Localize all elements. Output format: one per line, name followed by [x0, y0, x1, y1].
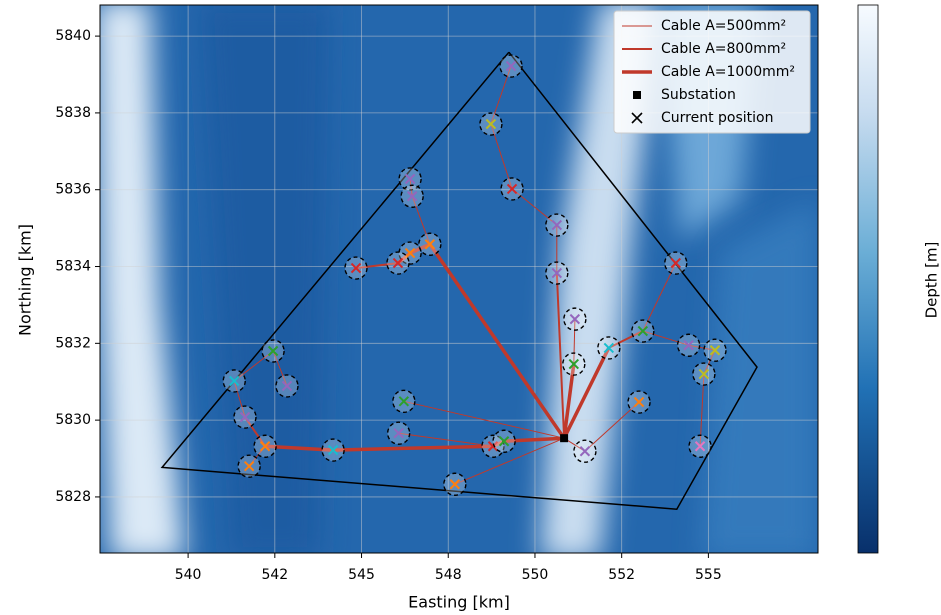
x-axis-label: Easting [km]: [408, 593, 510, 612]
x-tick-label: 555: [695, 567, 722, 583]
turbine: [563, 353, 585, 375]
y-tick-label: 5836: [55, 182, 91, 198]
turbine: [419, 233, 441, 255]
turbine: [493, 430, 515, 452]
turbine: [345, 257, 367, 279]
turbine: [546, 262, 568, 284]
x-tick-label: 540: [175, 567, 202, 583]
legend-label: Cable A=500mm²: [661, 18, 786, 34]
y-tick-label: 5838: [55, 105, 91, 121]
turbine: [564, 308, 586, 330]
x-tick-label: 545: [348, 567, 375, 583]
legend-swatch: [633, 91, 641, 99]
y-axis-label: Northing [km]: [16, 224, 35, 336]
turbine: [393, 390, 415, 412]
turbine: [387, 252, 409, 274]
turbine: [693, 363, 715, 385]
turbine: [500, 55, 522, 77]
turbine: [665, 252, 687, 274]
y-tick-label: 5834: [55, 259, 91, 275]
turbine: [401, 185, 423, 207]
turbine: [223, 370, 245, 392]
turbine: [598, 337, 620, 359]
legend-label: Substation: [661, 87, 736, 103]
y-tick-label: 5828: [55, 489, 91, 505]
legend: Cable A=500mm² Cable A=800mm² Cable A=1000…: [614, 11, 810, 133]
turbine: [501, 178, 523, 200]
y-tick-label: 5830: [55, 412, 91, 428]
turbine: [262, 340, 284, 362]
turbine: [322, 439, 344, 461]
turbine: [480, 113, 502, 135]
y-tick-label: 5840: [55, 28, 91, 44]
turbine: [689, 435, 711, 457]
turbine: [704, 339, 726, 361]
turbine: [276, 375, 298, 397]
turbine: [628, 391, 650, 413]
turbine: [234, 406, 256, 428]
x-tick-label: 542: [261, 567, 288, 583]
y-tick-label: 5832: [55, 335, 91, 351]
turbine: [388, 422, 410, 444]
colorbar-gradient: [858, 5, 878, 553]
turbine: [546, 214, 568, 236]
turbine: [574, 440, 596, 462]
substation: [560, 434, 568, 442]
turbine: [254, 435, 276, 457]
turbine: [632, 320, 654, 342]
colorbar: Depth [m]: [858, 5, 941, 553]
legend-label: Cable A=800mm²: [661, 41, 786, 57]
colorbar-label: Depth [m]: [923, 242, 941, 319]
x-tick-label: 548: [435, 567, 462, 583]
legend-label: Cable A=1000mm²: [661, 64, 795, 80]
chart: 21232527293133 Cable A=500mm²Cable A=800…: [0, 0, 941, 615]
x-tick-label: 550: [522, 567, 549, 583]
turbine: [678, 334, 700, 356]
turbine: [238, 455, 260, 477]
turbine: [444, 473, 466, 495]
legend-label: Current position: [661, 110, 774, 126]
x-tick-label: 552: [608, 567, 635, 583]
